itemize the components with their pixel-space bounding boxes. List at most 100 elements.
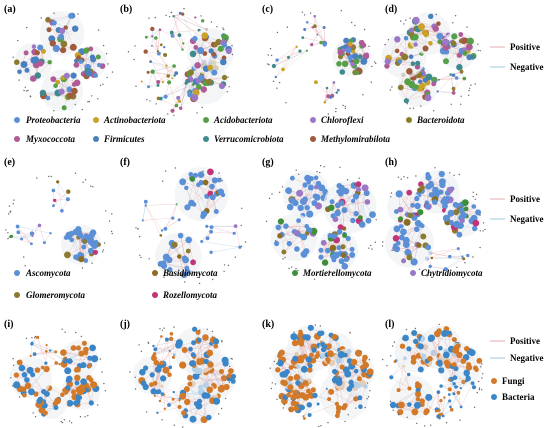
network-node [160,229,164,232]
network-node [173,424,175,426]
panel-label-f: (f) [120,157,130,168]
network-node [190,259,197,266]
network-node [213,42,218,48]
network-node [478,387,481,389]
network-node [95,54,101,60]
network-node [227,377,229,379]
network-node [332,81,336,84]
network-node [301,36,305,39]
panel-label-i: (i) [4,319,13,330]
network-node [278,81,281,84]
network-node [13,199,15,201]
network-node [23,256,25,258]
network-node [226,91,228,93]
network-node [322,344,327,349]
network-node [65,378,71,383]
network-node [207,64,214,71]
network-node [164,337,169,342]
network-node [458,32,464,37]
network-node [326,94,331,99]
network-node [154,16,157,19]
network-node [160,335,163,338]
network-node [172,64,176,68]
svg-text:Glomeromycota: Glomeromycota [26,290,85,300]
network-node [281,249,287,255]
network-node [473,406,476,408]
network-node [173,114,175,117]
network-node [335,413,340,419]
network-node [84,387,89,393]
panel-label-d: (d) [385,4,397,15]
network-node [397,401,405,409]
network-node [212,336,214,338]
network-node [8,205,11,207]
network-node [293,405,300,412]
network-panel [129,326,237,428]
network-node [179,106,183,110]
network-node [138,235,141,238]
network-node [446,186,454,194]
legend-item: Methylomirabilota [310,134,391,144]
legend-negative-label: Negative [510,353,544,363]
network-node [449,408,454,412]
network-node [221,74,228,81]
network-node [48,175,50,178]
network-node [362,361,370,369]
network-node [268,197,271,200]
network-node [70,72,77,79]
network-node [406,346,412,352]
network-node [176,95,181,100]
svg-text:Actinobacteriota: Actinobacteriota [103,115,166,125]
network-node [231,358,233,360]
network-node [141,219,144,222]
network-node [168,16,171,18]
panel-label-a: (a) [4,4,16,15]
network-node [344,420,346,423]
network-node [342,403,348,409]
network-node [420,105,422,107]
network-node [192,202,197,207]
network-node [312,392,318,399]
network-node [474,367,479,373]
legend-bacteria: Proteobacteria Actinobacteriota Acidobac… [14,115,465,144]
network-node [325,357,330,362]
network-node [319,325,321,327]
network-node [390,192,393,194]
network-node [275,224,282,231]
network-node [5,229,7,231]
network-node [222,27,224,29]
network-node [68,13,74,19]
network-node [341,263,349,270]
svg-text:Chytridiomycota: Chytridiomycota [421,268,483,278]
network-node [318,425,320,428]
network-node [465,364,473,371]
network-node [406,189,413,196]
network-node [179,361,187,369]
network-node [302,196,308,202]
network-node [165,170,167,172]
network-node [403,218,411,226]
network-node [167,113,169,115]
network-node [449,172,451,174]
network-node [481,377,483,379]
network-node [221,340,223,342]
panel-label-b: (b) [120,4,132,15]
network-node [87,101,89,103]
network-node [223,383,230,391]
network-node [80,387,86,393]
legend-bacteria-dot [491,394,497,400]
network-node [443,396,446,399]
network-node [140,256,142,259]
network-node [66,189,71,194]
network-node [405,328,408,331]
network-node [60,420,62,423]
network-node [335,110,337,113]
network-node [63,106,65,109]
network-node [182,42,185,45]
network-node [461,39,467,44]
network-node [178,99,182,103]
network-node [188,346,193,352]
network-node [370,81,372,83]
network-node [321,259,329,266]
network-node [218,413,220,415]
